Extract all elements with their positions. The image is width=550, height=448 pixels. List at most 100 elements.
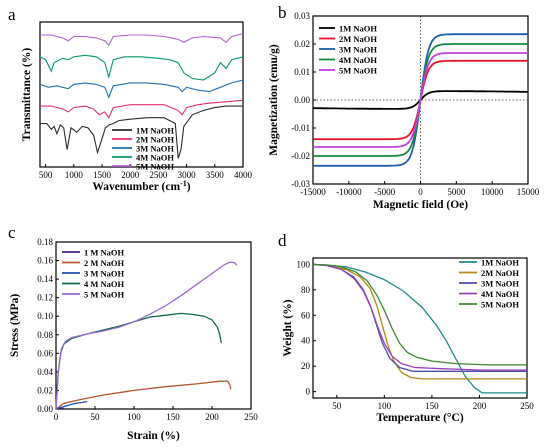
series-line-a [39,54,244,81]
x-tick-label-a: 500 [39,170,53,180]
plot-frame-a [39,21,244,168]
x-tick-label-c: 100 [127,412,141,422]
x-tick-label-b: 5000 [447,187,466,197]
x-axis-label-c: Strain (%) [127,430,180,442]
y-tick-label-c: 0.14 [37,274,53,284]
panel-letter-a: a [8,5,16,24]
legend-entry-a: 1M NaOH [136,126,174,136]
x-tick-label-a: 1500 [93,170,112,180]
series-line-d [312,263,527,371]
series-line-a [39,79,244,99]
y-tick-label-b: 0.01 [294,67,310,77]
y-axis-label-d: Weight (%) [282,299,294,356]
x-axis-label-superscript: -1 [180,179,187,188]
x-tick-label-c: 200 [205,412,219,422]
series-line-b [313,52,528,148]
y-tick-label-c: 0.16 [37,256,53,266]
legend-entry-c: 4 M NaOH [84,279,125,289]
series-line-c [55,380,232,410]
y-tick-label-b: 0.02 [294,39,310,49]
y-tick-label-b: -0.02 [291,151,310,161]
legend-entry-c: 3 M NaOH [84,269,125,279]
panel-letter-b: b [278,3,287,22]
x-tick-label-a: 1000 [65,170,84,180]
series-line-c [55,312,223,410]
legend-entry-b: 5M NaOH [339,66,377,76]
panel-letter-c: c [8,223,16,242]
y-tick-label-c: 0.08 [37,330,53,340]
y-tick-label-d: 40 [301,336,311,346]
x-axis-label-d: Temperature (°C) [376,412,463,424]
series-line-d [312,263,527,394]
x-tick-label-b: 0 [418,187,423,197]
y-tick-label-c: 0.18 [37,237,53,247]
y-tick-label-d: 80 [301,285,311,295]
x-tick-label-b: -10000 [336,187,362,197]
x-tick-label-d: 100 [378,401,392,411]
y-tick-label-b: -0.01 [291,123,310,133]
x-tick-label-a: 3000 [178,170,197,180]
y-axis-label-c: Stress (MPa) [9,294,21,358]
plot-frame-c [55,241,252,410]
x-tick-label-b: -5000 [374,187,395,197]
x-tick-label-b: -15000 [300,187,326,197]
x-tick-label-d: 200 [473,401,487,411]
x-tick-label-c: 250 [244,412,258,422]
legend-entry-a: 3M NaOH [136,144,174,154]
series-line-d [312,263,527,366]
legend-entry-d: 3M NaOH [481,279,519,289]
x-tick-label-d: 250 [520,401,534,411]
y-tick-label-c: 0.04 [37,367,53,377]
legend-entry-d: 1M NaOH [481,258,519,268]
legend-entry-b: 1M NaOH [339,24,377,34]
x-tick-label-a: 2500 [149,170,168,180]
legend-entry-b: 2M NaOH [339,34,377,44]
x-tick-label-a: 4000 [234,170,253,180]
panel-a: a 500 1000 1500 2000 2500 3000 3500 4000 Wavenumb… [8,5,253,193]
y-tick-label-d: 60 [301,310,311,320]
legend-entry-a: 5M NaOH [136,162,174,172]
y-tick-label-c: 0.02 [37,385,53,395]
x-tick-label-d: 150 [425,401,439,411]
legend-entry-b: 3M NaOH [339,45,377,55]
panel-letter-d: d [278,231,287,250]
legend-entry-a: 2M NaOH [136,135,174,145]
x-axis-label-close: ) [187,181,191,193]
y-tick-label-b: -0.03 [291,179,310,189]
y-tick-label-b: 0.03 [294,11,310,21]
series-line-c [55,261,238,410]
panel-b: b -15000 -10000 -5000 0 5000 10000 15000 -0.03 -0… [268,3,540,211]
x-tick-label-c: 150 [166,412,180,422]
x-tick-label-a: 3500 [206,170,225,180]
plot-frame-d [312,257,528,399]
x-tick-label-d: 50 [332,401,342,411]
y-axis-label-b: Magnetization (emu/g) [268,44,280,156]
x-tick-label-c: 0 [54,412,59,422]
x-axis-label-a: Wavenumber (cm-1) [92,179,190,194]
legend-entry-c: 2 M NaOH [84,258,125,268]
x-tick-label-b: 15000 [517,187,540,197]
legend-entry-d: 4M NaOH [481,289,519,299]
series-line-d [312,263,527,380]
x-axis-label-b: Magnetic field (Oe) [373,199,468,211]
y-tick-label-b: 0.00 [294,95,310,105]
y-tick-label-d: 20 [301,361,311,371]
y-axis-label-a: Transmittance (%) [21,48,33,142]
legend-entry-c: 1 M NaOH [84,248,125,258]
y-tick-label-d: 0 [306,387,311,397]
series-line-a [40,33,244,47]
series-line-c [55,400,88,410]
x-tick-label-a: 2000 [121,170,140,180]
series-line-a [40,105,243,159]
panel-c: c 0 50 100 150 200 250 0.00 0.02 0.04 0.06 0.08 0.10… [8,223,258,442]
legend-entry-a: 4M NaOH [136,153,174,163]
legend-entry-d: 5M NaOH [481,300,519,310]
x-tick-label-b: 10000 [481,187,504,197]
x-tick-label-c: 50 [91,412,101,422]
legend-entry-c: 5 M NaOH [84,290,125,300]
y-tick-label-c: 0.06 [37,348,53,358]
series-line-a [40,99,244,119]
y-tick-label-c: 0.12 [37,293,53,303]
legend-entry-d: 2M NaOH [481,268,519,278]
